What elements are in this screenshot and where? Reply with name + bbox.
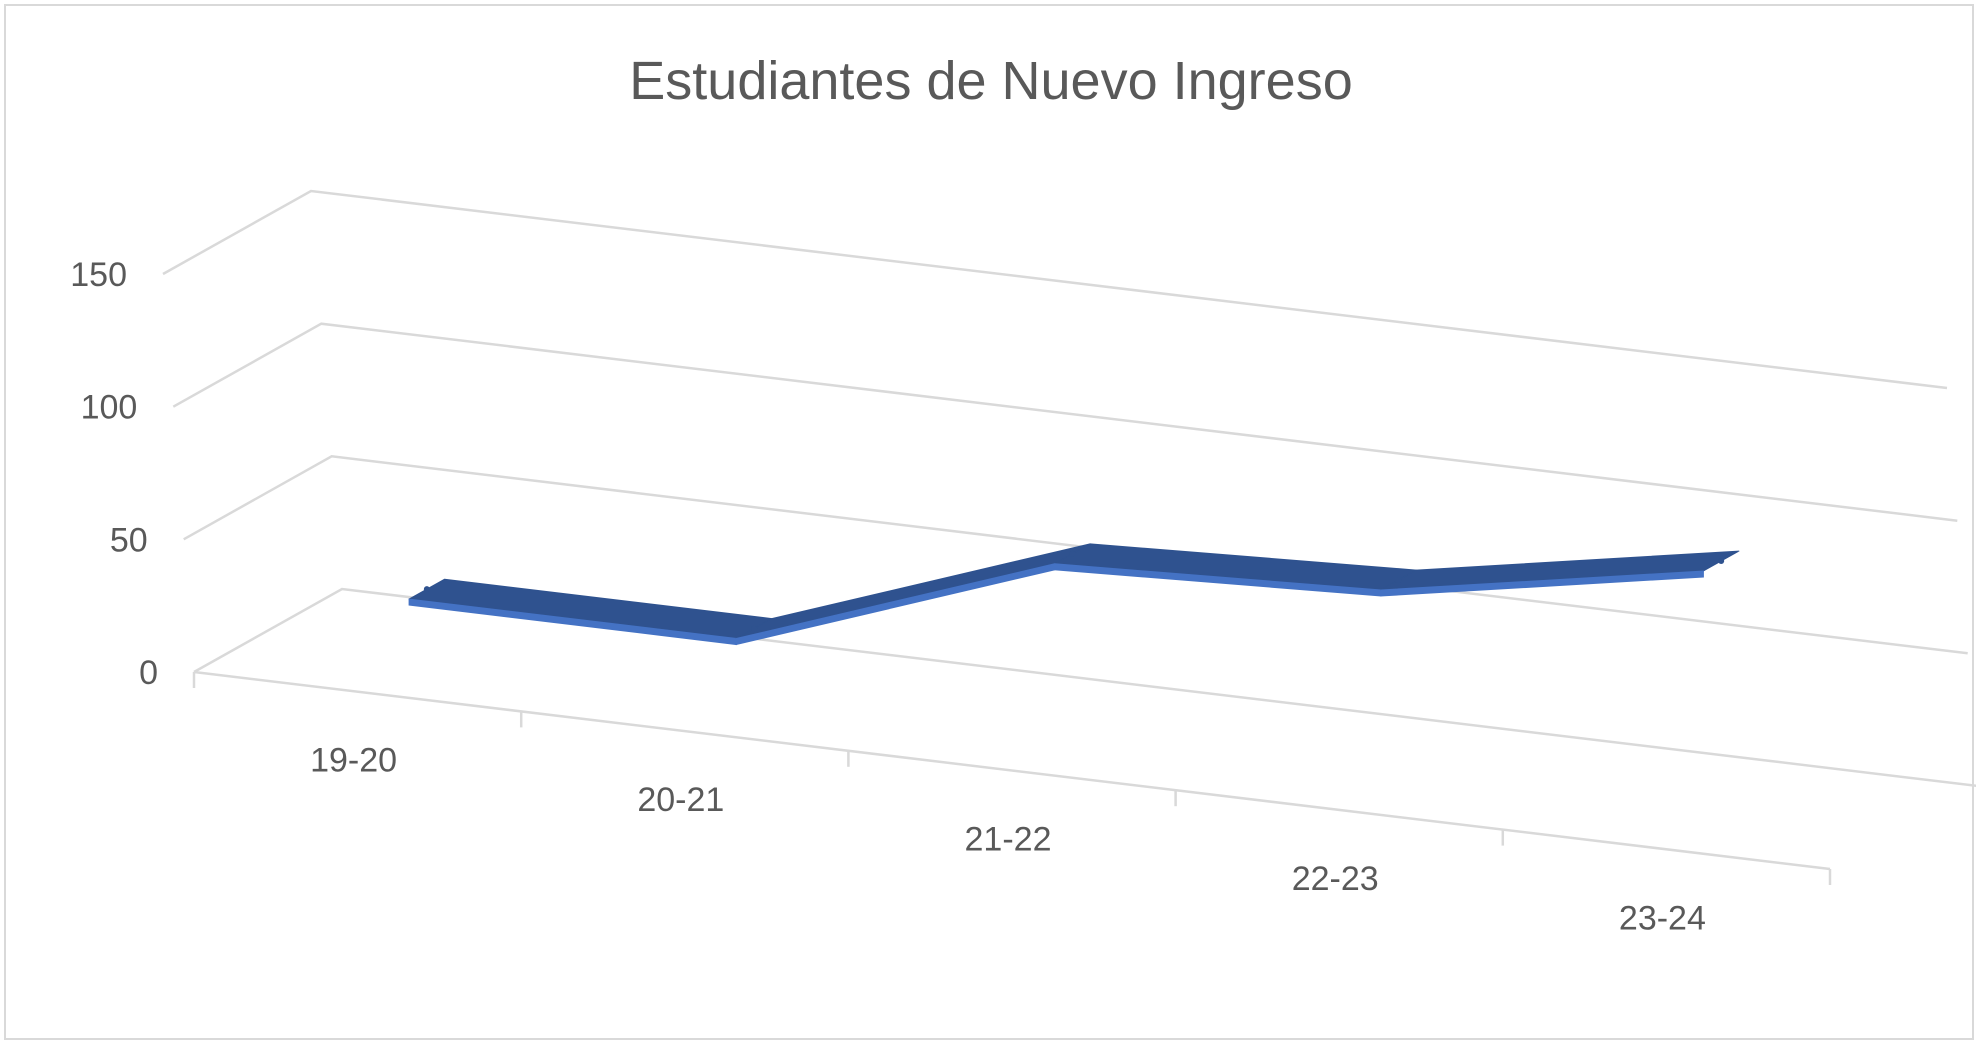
y-tick-label: 0 xyxy=(139,654,158,692)
x-tick-label: 20-21 xyxy=(637,781,724,819)
x-tick-label: 22-23 xyxy=(1292,860,1379,898)
data-point xyxy=(751,625,758,632)
series-segment xyxy=(735,543,1091,639)
chart-plot: 0 50 100 150 19-20 20-21 21-22 22-23 23-24 xyxy=(70,189,1976,937)
y-tick-label: 100 xyxy=(81,389,138,427)
x-axis-line xyxy=(193,670,1831,871)
series-segment-edge xyxy=(1380,570,1704,597)
series-segment-edge xyxy=(735,563,1056,646)
data-point xyxy=(423,586,430,593)
gridlines xyxy=(162,189,1976,788)
series-ribbon xyxy=(408,543,1740,646)
data-point xyxy=(1069,550,1076,557)
x-tick-label: 21-22 xyxy=(965,821,1052,859)
data-point xyxy=(1718,558,1725,565)
data-point xyxy=(1395,577,1402,584)
x-tick-label: 19-20 xyxy=(310,742,397,780)
gridline xyxy=(162,189,1948,390)
chart-area: Estudiantes de Nuevo Ingreso 0 50 100 150 19… xyxy=(4,4,1976,1040)
y-tick-label: 150 xyxy=(70,256,127,294)
tick-labels: 0 50 100 150 19-20 20-21 21-22 22-23 23-24 xyxy=(70,256,1706,937)
axes xyxy=(192,670,1832,885)
gridline xyxy=(172,322,1958,522)
x-tick-label: 23-24 xyxy=(1619,899,1706,937)
y-tick-label: 50 xyxy=(110,521,148,559)
chart-title: Estudiantes de Nuevo Ingreso xyxy=(629,51,1353,111)
gridline xyxy=(193,587,1976,788)
